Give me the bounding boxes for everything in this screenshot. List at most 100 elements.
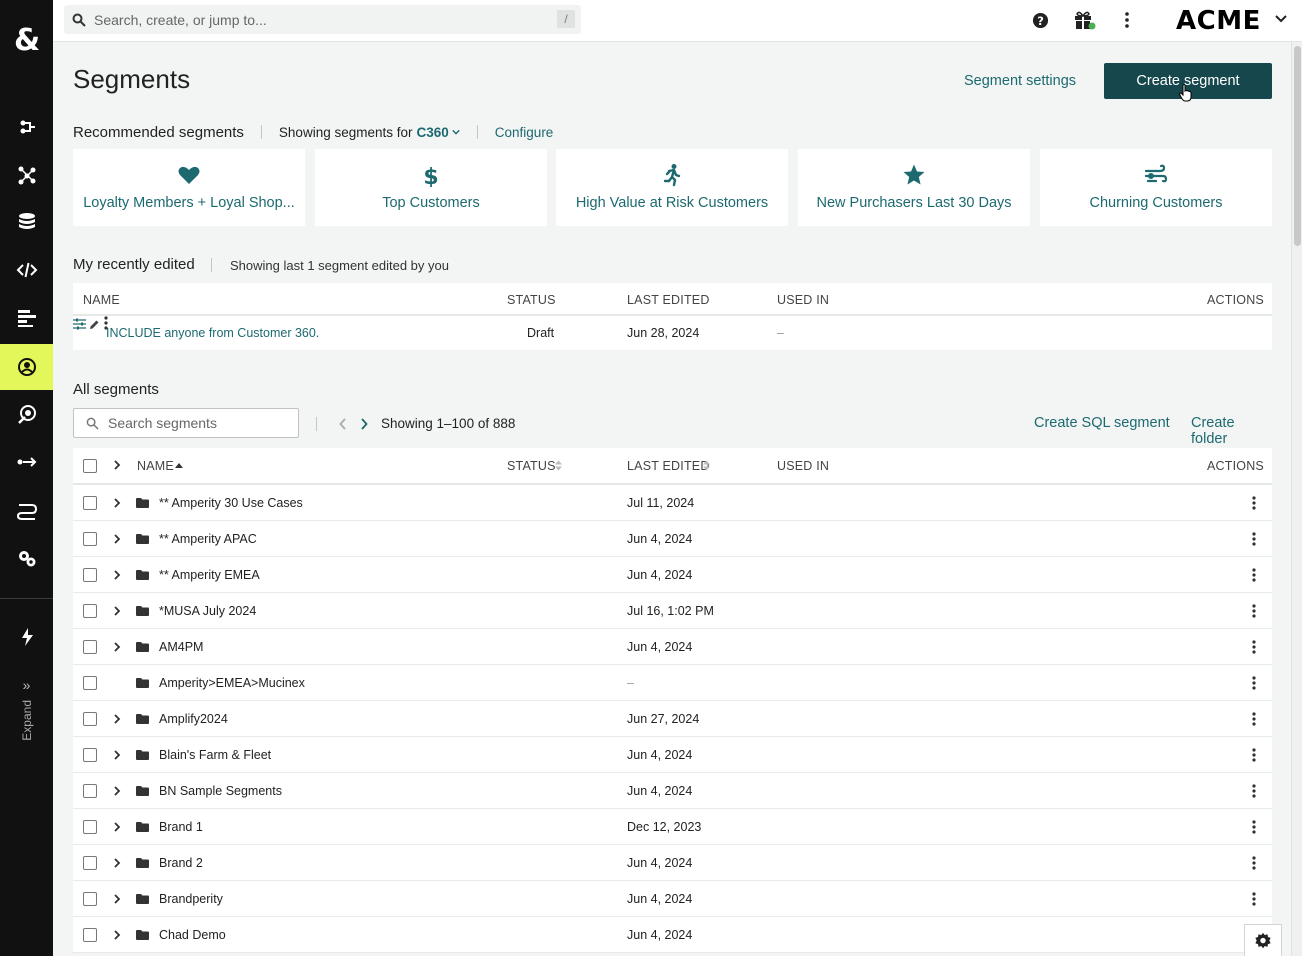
prev-page-icon[interactable] [339, 418, 347, 430]
create-sql-segment-link[interactable]: Create SQL segment [1034, 415, 1170, 431]
next-page-icon[interactable] [360, 418, 368, 430]
row-checkbox[interactable] [83, 532, 97, 546]
segment-name-link[interactable]: INCLUDE anyone from Customer 360. [106, 326, 320, 340]
row-actions-icon[interactable] [1252, 604, 1256, 618]
table-row[interactable]: AM4PM Jun 4, 2024 [73, 629, 1272, 665]
folder-name[interactable]: Brand 1 [159, 820, 203, 834]
activations-icon[interactable] [0, 439, 53, 485]
expand-row-icon[interactable] [112, 858, 122, 868]
search-segments-input[interactable]: Search segments [73, 408, 299, 438]
expand-row-icon[interactable] [112, 750, 122, 760]
table-row[interactable]: Amplify2024 Jun 27, 2024 [73, 701, 1272, 737]
expand-row-icon[interactable] [112, 570, 122, 580]
recommended-card-loyalty[interactable]: Loyalty Members + Loyal Shop... [73, 149, 305, 226]
row-checkbox[interactable] [83, 892, 97, 906]
table-row[interactable]: Amperity>EMEA>Mucinex – [73, 665, 1272, 701]
chevron-down-icon[interactable] [452, 129, 460, 135]
folder-name[interactable]: *MUSA July 2024 [159, 604, 257, 618]
row-actions-icon[interactable] [1252, 748, 1256, 762]
column-last-edited[interactable]: LAST EDITED [627, 459, 710, 473]
table-row[interactable]: ** Amperity 30 Use Cases Jul 11, 2024 [73, 485, 1272, 521]
gift-icon[interactable] [1074, 9, 1096, 31]
database-icon[interactable] [0, 199, 53, 245]
row-checkbox[interactable] [83, 928, 97, 942]
segments-icon[interactable] [0, 344, 53, 390]
sources-icon[interactable] [0, 104, 53, 150]
expand-row-icon[interactable] [112, 642, 122, 652]
recommended-card-top-customers[interactable]: $ Top Customers [315, 149, 547, 226]
table-row[interactable]: Brandperity Jun 4, 2024 [73, 881, 1272, 917]
row-actions-icon[interactable] [1252, 892, 1256, 906]
scrollbar-thumb[interactable] [1294, 46, 1301, 246]
expand-row-icon[interactable] [112, 714, 122, 724]
table-row[interactable]: Brand 1 Dec 12, 2023 [73, 809, 1272, 845]
page-scrollbar[interactable] [1291, 42, 1302, 956]
expand-row-icon[interactable] [112, 822, 122, 832]
row-checkbox[interactable] [83, 820, 97, 834]
table-row[interactable]: Blain's Farm & Fleet Jun 4, 2024 [73, 737, 1272, 773]
sort-icon[interactable] [555, 460, 562, 471]
expand-row-icon[interactable] [112, 534, 122, 544]
row-checkbox[interactable] [83, 640, 97, 654]
database-selector[interactable]: C360 [416, 124, 449, 140]
chevron-down-icon[interactable] [1275, 10, 1287, 26]
row-checkbox[interactable] [83, 496, 97, 510]
folder-name[interactable]: Brandperity [159, 892, 223, 906]
table-row[interactable]: Brand 2 Jun 4, 2024 [73, 845, 1272, 881]
help-icon[interactable]: ? [1029, 9, 1051, 31]
folder-name[interactable]: Brand 2 [159, 856, 203, 870]
row-checkbox[interactable] [83, 748, 97, 762]
row-checkbox[interactable] [83, 856, 97, 870]
table-row[interactable]: *MUSA July 2024 Jul 16, 1:02 PM [73, 593, 1272, 629]
stitch-icon[interactable] [0, 152, 53, 198]
table-row[interactable]: INCLUDE anyone from Customer 360. Draft … [73, 316, 1272, 350]
sort-ascending-icon[interactable] [175, 462, 183, 468]
select-all-checkbox[interactable] [83, 459, 97, 473]
journeys-icon[interactable] [0, 487, 53, 533]
expand-all-icon[interactable] [112, 460, 122, 470]
row-actions-icon[interactable] [1252, 532, 1256, 546]
row-checkbox[interactable] [83, 784, 97, 798]
recommended-card-high-value-risk[interactable]: High Value at Risk Customers [556, 149, 788, 226]
app-logo-icon[interactable]: & [0, 22, 53, 78]
row-actions-icon[interactable] [1252, 568, 1256, 582]
folder-name[interactable]: ** Amperity EMEA [159, 568, 260, 582]
folder-name[interactable]: ** Amperity APAC [159, 532, 257, 546]
global-search-input[interactable]: Search, create, or jump to... / [64, 5, 581, 34]
campaigns-icon[interactable] [0, 391, 53, 437]
table-row[interactable]: Chad Demo Jun 4, 2024 [73, 917, 1272, 953]
reports-icon[interactable] [0, 295, 53, 341]
expand-rail-button[interactable]: » Expand [0, 678, 53, 748]
folder-name[interactable]: BN Sample Segments [159, 784, 282, 798]
segment-settings-link[interactable]: Segment settings [964, 73, 1077, 89]
row-actions-icon[interactable] [1252, 676, 1256, 690]
more-vertical-icon[interactable] [1116, 9, 1138, 31]
code-icon[interactable] [0, 247, 53, 293]
expand-row-icon[interactable] [112, 894, 122, 904]
row-actions-icon[interactable] [1252, 784, 1256, 798]
settings-gears-icon[interactable] [0, 535, 53, 581]
row-actions-icon[interactable] [1252, 496, 1256, 510]
account-brand[interactable]: ACME [1176, 6, 1261, 36]
expand-row-icon[interactable] [112, 498, 122, 508]
row-checkbox[interactable] [83, 712, 97, 726]
row-actions-icon[interactable] [1252, 712, 1256, 726]
expand-row-icon[interactable] [112, 606, 122, 616]
expand-row-icon[interactable] [112, 786, 122, 796]
sort-icon[interactable] [703, 460, 710, 471]
table-row[interactable]: ** Amperity APAC Jun 4, 2024 [73, 521, 1272, 557]
row-actions-icon[interactable] [1252, 640, 1256, 654]
create-segment-button[interactable]: Create segment [1104, 63, 1272, 99]
column-status[interactable]: STATUS [507, 459, 556, 473]
configure-link[interactable]: Configure [494, 124, 554, 140]
folder-name[interactable]: ** Amperity 30 Use Cases [159, 496, 303, 510]
table-row[interactable]: BN Sample Segments Jun 4, 2024 [73, 773, 1272, 809]
row-checkbox[interactable] [83, 604, 97, 618]
create-folder-link[interactable]: Create folder [1191, 415, 1235, 447]
folder-name[interactable]: Amplify2024 [159, 712, 228, 726]
folder-name[interactable]: Chad Demo [159, 928, 226, 942]
row-actions-icon[interactable] [104, 316, 108, 330]
expand-row-icon[interactable] [112, 930, 122, 940]
row-actions-icon[interactable] [1252, 820, 1256, 834]
settings-gear-button[interactable] [1244, 924, 1282, 956]
